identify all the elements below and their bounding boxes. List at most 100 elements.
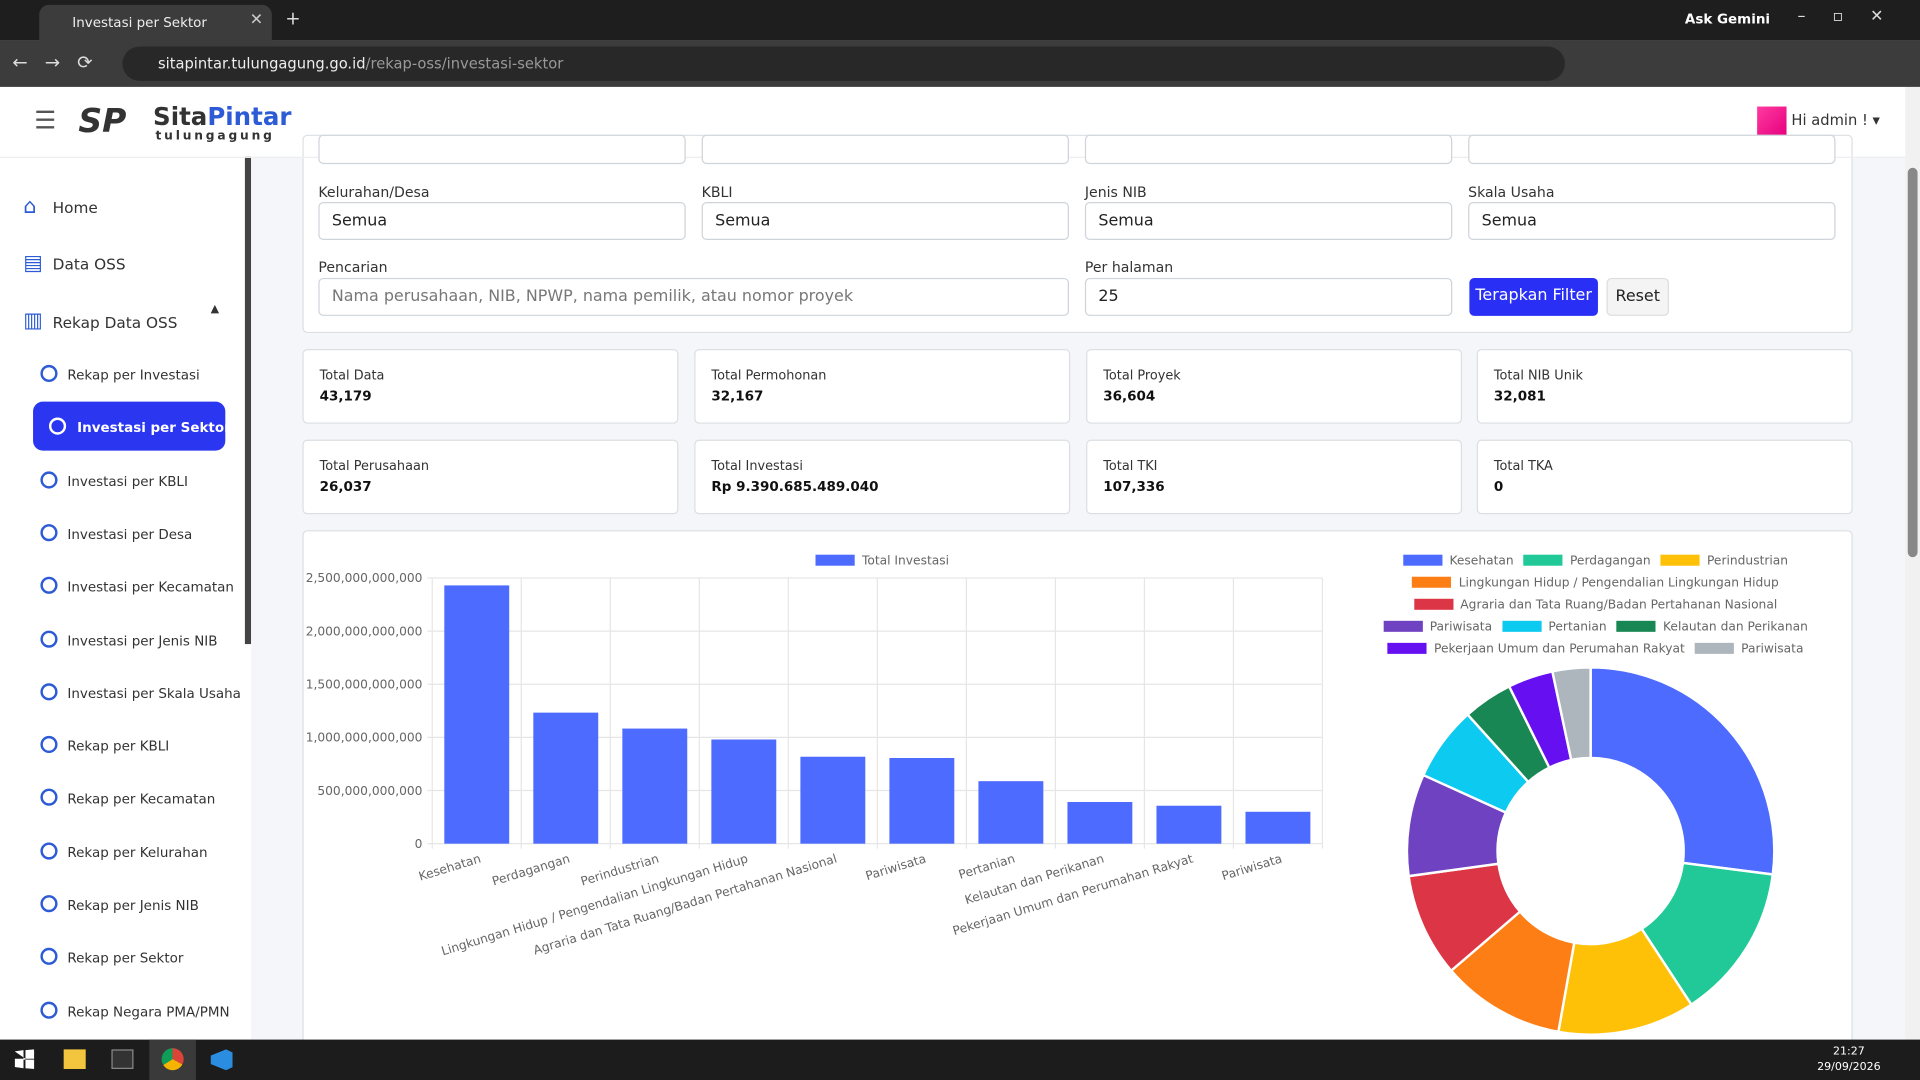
nav-sub-item[interactable]: Rekap per Investasi	[67, 367, 200, 384]
legend-item[interactable]: Kesehatan	[1393, 551, 1514, 573]
stat-value: 0	[1493, 478, 1504, 495]
stat-label: Total NIB Unik	[1493, 368, 1583, 384]
nav-circle[interactable]	[40, 736, 58, 754]
nav-sub-item[interactable]: Investasi per Desa	[67, 526, 193, 543]
input-field[interactable]	[1468, 134, 1836, 165]
ask-gemini[interactable]: Ask Gemini	[1684, 11, 1771, 27]
legend-swatch	[1523, 554, 1563, 566]
nav-circle[interactable]	[40, 789, 58, 807]
input-field[interactable]: 25	[1084, 277, 1453, 316]
nav-sub-item[interactable]: Rekap Negara PMA/PMN	[67, 1003, 230, 1020]
start[interactable]	[14, 1049, 35, 1069]
new-tab[interactable]: +	[285, 7, 301, 30]
tab[interactable]: Investasi per Sektor ✕	[39, 4, 272, 41]
legend-item[interactable]: Total Investasi	[806, 551, 949, 573]
legend-item[interactable]: Kelautan dan Perikanan	[1607, 617, 1808, 639]
legend-swatch	[1413, 598, 1453, 610]
legend: Total Investasi	[432, 551, 1322, 573]
legend-item[interactable]: Perindustrian	[1651, 551, 1788, 573]
input-field[interactable]: Semua	[701, 202, 1069, 241]
nav-sub-item[interactable]: Rekap per Sektor	[67, 950, 184, 967]
nav-icon[interactable]: ⌂	[23, 194, 37, 220]
nav-item[interactable]: Home	[52, 198, 98, 217]
legend-item[interactable]: Pekerjaan Umum dan Perumahan Rakyat	[1378, 639, 1685, 661]
legend-item[interactable]: Agraria dan Tata Ruang/Badan Pertahanan …	[1404, 595, 1777, 617]
nav-icon[interactable]: ▤	[23, 251, 43, 276]
button-apply[interactable]: Terapkan Filter	[1469, 277, 1598, 316]
nav-circle[interactable]	[40, 683, 58, 701]
filter-label: Kelurahan/Desa	[318, 183, 430, 201]
bar	[978, 781, 1044, 844]
legend-swatch	[1383, 620, 1423, 632]
nav-sub-item[interactable]: Investasi per Sektor	[77, 420, 231, 437]
logo-mark: SP	[78, 102, 127, 141]
stat-label: Total Permohonan	[711, 368, 827, 384]
nav-circle[interactable]	[40, 630, 58, 648]
legend-item[interactable]: Pariwisata	[1685, 639, 1804, 661]
nav-sub-item[interactable]: Rekap per Kecamatan	[67, 791, 216, 808]
bar	[1156, 805, 1222, 844]
nav-circle[interactable]	[40, 948, 58, 966]
nav-item[interactable]: Data OSS	[52, 254, 126, 274]
nav-circle[interactable]	[40, 576, 58, 595]
y-tick-label: 0	[415, 837, 423, 851]
nav-sub-item[interactable]: Investasi per Jenis NIB	[67, 632, 218, 649]
nav-circle[interactable]	[48, 417, 67, 436]
nav-circle[interactable]	[40, 364, 58, 383]
tab-title: Investasi per Sektor	[72, 14, 207, 31]
clock[interactable]: 21:27 29/09/2026	[1817, 1044, 1881, 1076]
input-field[interactable]: Nama perusahaan, NIB, NPWP, nama pemilik…	[318, 277, 1069, 316]
button-reset[interactable]: Reset	[1606, 277, 1669, 316]
input-field[interactable]: Semua	[318, 202, 686, 241]
nav-sub-item[interactable]: Rekap per Jenis NIB	[67, 897, 199, 914]
stat-value: 32,167	[711, 388, 764, 405]
logo-text: SitaPintar	[153, 103, 291, 130]
nav-caret[interactable]: ▲	[210, 303, 220, 316]
doughnut-slice	[1639, 861, 1775, 1007]
stat-label: Total TKI	[1103, 459, 1158, 474]
app-explorer[interactable]	[63, 1049, 86, 1069]
nav-item[interactable]: Rekap Data OSS	[52, 313, 178, 332]
app-chrome[interactable]	[149, 1039, 196, 1080]
nav-circle[interactable]	[40, 470, 58, 489]
nav-sub-item[interactable]: Investasi per KBLI	[67, 473, 188, 490]
input-field[interactable]: Semua	[1084, 202, 1453, 241]
legend-label: Perdagangan	[1569, 554, 1651, 569]
nav-sub-item[interactable]: Investasi per Skala Usaha	[67, 685, 241, 702]
app-vscode[interactable]	[210, 1049, 233, 1071]
nav-circle[interactable]	[40, 842, 58, 860]
bar	[533, 712, 599, 844]
input-field[interactable]: Semua	[1468, 202, 1836, 241]
scroll-thumb	[1907, 167, 1918, 558]
legend-item[interactable]: Pertanian	[1492, 617, 1607, 639]
nav-sub-item[interactable]: Rekap per KBLI	[67, 738, 170, 755]
sidebar-scrollbar	[244, 156, 252, 645]
filter-label: Jenis NIB	[1084, 183, 1147, 201]
omnibox[interactable]: sitapintar.tulungagung.go.id/rekap-oss/i…	[122, 46, 1565, 81]
input-field[interactable]	[318, 134, 686, 165]
input-field[interactable]	[1084, 134, 1453, 165]
legend-swatch	[1660, 554, 1700, 566]
input-field[interactable]	[701, 134, 1069, 165]
bar	[1245, 811, 1311, 844]
stat-value: 36,604	[1103, 388, 1156, 405]
window-controls[interactable]: –▫✕	[1797, 7, 1911, 26]
nav-buttons[interactable]: ←→⟳	[12, 51, 110, 74]
legend-item[interactable]: Pariwisata	[1373, 617, 1492, 639]
nav-circle[interactable]	[40, 523, 58, 542]
nav-icon[interactable]: ▥	[23, 308, 43, 334]
nav-circle[interactable]	[40, 1001, 58, 1019]
legend-item[interactable]: Lingkungan Hidup / Pengendalian Lingkung…	[1402, 573, 1779, 595]
stat-card: Total TKA 0	[1476, 439, 1853, 515]
app-terminal[interactable]	[111, 1049, 134, 1069]
nav-sub-item[interactable]: Investasi per Kecamatan	[67, 579, 234, 596]
nav-circle[interactable]	[40, 895, 58, 913]
stat-label: Total Proyek	[1103, 368, 1181, 384]
stat-value: 32,081	[1493, 388, 1546, 405]
date: 29/09/2026	[1817, 1061, 1881, 1074]
legend-item[interactable]: Perdagangan	[1514, 551, 1651, 573]
nav-sub-item[interactable]: Rekap per Kelurahan	[67, 844, 208, 861]
user-menu[interactable]: Hi admin ! ▾	[1791, 111, 1880, 129]
tab-close[interactable]: ✕	[249, 11, 264, 30]
menu-toggle[interactable]: ☰	[34, 105, 57, 135]
